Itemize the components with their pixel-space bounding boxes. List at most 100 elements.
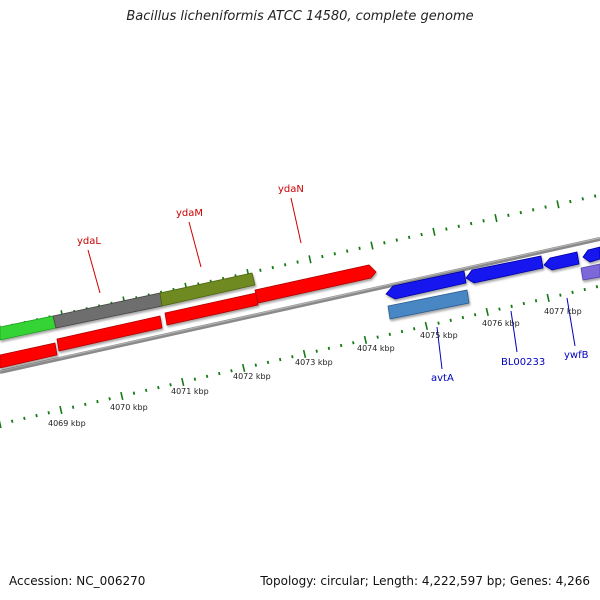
forward-minor-tick — [581, 197, 584, 201]
forward-gene-labels: ydaL ydaM ydaN — [77, 184, 304, 247]
reverse-minor-tick — [522, 301, 526, 306]
forward-major-tick — [370, 241, 374, 250]
reverse-minor-tick — [10, 419, 14, 423]
reverse-minor-tick — [144, 388, 148, 393]
gene-feature-red-2[interactable] — [56, 315, 163, 352]
forward-features — [0, 246, 600, 369]
gene-feature-lavender[interactable] — [580, 263, 600, 281]
gene-feature-avtA[interactable] — [385, 270, 467, 300]
forward-minor-tick — [296, 260, 299, 264]
scale-label: 4070 kbp — [110, 403, 148, 412]
scale-label: 4077 kbp — [544, 307, 582, 316]
gene-label-ydaN[interactable]: ydaN — [278, 184, 304, 195]
genome-backbone-highlight — [0, 237, 600, 372]
scale-label: 4074 kbp — [357, 344, 395, 353]
scale-label: 4075 kbp — [420, 331, 458, 340]
reverse-minor-tick — [266, 360, 270, 365]
gene-feature-steelblue[interactable] — [387, 289, 470, 320]
forward-minor-tick — [482, 219, 485, 223]
forward-minor-tick — [259, 268, 262, 272]
forward-minor-tick — [358, 246, 361, 250]
genome-backbone — [0, 237, 600, 374]
reverse-minor-tick — [461, 315, 465, 320]
reverse-minor-tick — [71, 405, 75, 409]
gene-feature-green[interactable] — [0, 315, 57, 341]
gene-feature-ywfB[interactable] — [543, 251, 580, 271]
gene-feature-red-4[interactable] — [254, 264, 377, 304]
reverse-minor-tick — [218, 371, 221, 376]
forward-major-tick — [494, 213, 498, 223]
reverse-gene-labels: avtA BL00233 ywfB — [431, 350, 589, 384]
scale-label: 4076 kbp — [482, 319, 520, 328]
reverse-minor-tick — [169, 383, 172, 387]
forward-minor-tick — [383, 241, 386, 245]
gene-label-BL00233[interactable]: BL00233 — [501, 357, 545, 368]
reverse-major-tick — [241, 363, 246, 373]
reverse-minor-tick — [571, 290, 574, 294]
reverse-minor-tick — [96, 399, 99, 404]
reverse-minor-tick — [254, 363, 258, 367]
gene-label-avtA[interactable]: avtA — [431, 373, 454, 384]
forward-major-tick — [308, 255, 312, 264]
forward-minor-tick — [445, 227, 448, 231]
forward-minor-tick — [519, 210, 522, 215]
reverse-minor-tick — [84, 402, 87, 407]
forward-minor-tick — [593, 194, 597, 198]
forward-major-tick — [432, 227, 436, 236]
reverse-minor-tick — [35, 413, 38, 418]
reverse-minor-tick — [376, 335, 379, 339]
reverse-minor-tick — [388, 332, 392, 337]
reverse-minor-tick — [157, 385, 160, 390]
gene-feature-ydaM[interactable] — [159, 272, 256, 307]
reverse-minor-tick — [205, 374, 209, 379]
reverse-major-tick — [59, 405, 63, 415]
forward-minor-tick — [457, 224, 460, 228]
forward-minor-tick — [569, 199, 572, 204]
gene-feature-blue-edge[interactable] — [582, 246, 600, 263]
gene-label-ywfB[interactable]: ywfB — [564, 350, 589, 361]
reverse-minor-tick — [132, 391, 136, 395]
reverse-minor-tick — [534, 299, 538, 303]
reverse-minor-tick — [498, 307, 501, 311]
gene-feature-red-1[interactable] — [0, 342, 58, 369]
reverse-major-tick — [181, 377, 185, 387]
scale-label: 4072 kbp — [233, 372, 271, 381]
forward-minor-tick — [321, 254, 324, 259]
genome-summary-text: Topology: circular; Length: 4,222,597 bp… — [260, 574, 590, 588]
reverse-minor-tick — [449, 318, 452, 322]
reverse-minor-tick — [230, 369, 233, 373]
reverse-major-tick — [302, 349, 307, 359]
forward-minor-tick — [345, 249, 349, 253]
forward-minor-tick — [407, 235, 411, 239]
forward-minor-tick — [333, 252, 336, 256]
reverse-minor-tick — [559, 293, 562, 297]
accession-text: Accession: NC_006270 — [9, 574, 146, 588]
reverse-label-leaders — [436, 297, 576, 370]
reverse-major-tick — [546, 293, 550, 302]
reverse-minor-tick — [291, 355, 294, 359]
forward-minor-tick — [420, 232, 423, 237]
scale-labels: 4069 kbp 4070 kbp 4071 kbp 4072 kbp 4073… — [48, 307, 582, 428]
reverse-major-tick — [363, 335, 368, 345]
scale-label: 4071 kbp — [171, 387, 209, 396]
gene-feature-BL00233[interactable] — [465, 255, 544, 284]
scale-label: 4073 kbp — [295, 358, 333, 367]
gene-label-ydaM[interactable]: ydaM — [176, 208, 203, 219]
forward-minor-tick — [531, 208, 535, 212]
reverse-minor-tick — [595, 285, 599, 289]
reverse-minor-tick — [473, 313, 477, 317]
reverse-major-tick — [0, 420, 2, 429]
forward-minor-tick — [283, 263, 287, 267]
reverse-minor-tick — [108, 397, 111, 401]
map-title: Bacillus licheniformis ATCC 14580, compl… — [126, 9, 474, 24]
reverse-major-tick — [424, 321, 429, 331]
reverse-minor-tick — [400, 329, 404, 334]
forward-label-leaders — [87, 197, 302, 294]
reverse-minor-tick — [412, 327, 416, 331]
reverse-major-tick — [485, 307, 489, 317]
gene-label-ydaL[interactable]: ydaL — [77, 236, 101, 247]
gene-feature-red-3[interactable] — [164, 292, 259, 326]
scale-label: 4069 kbp — [48, 419, 86, 428]
forward-major-tick — [556, 200, 560, 209]
